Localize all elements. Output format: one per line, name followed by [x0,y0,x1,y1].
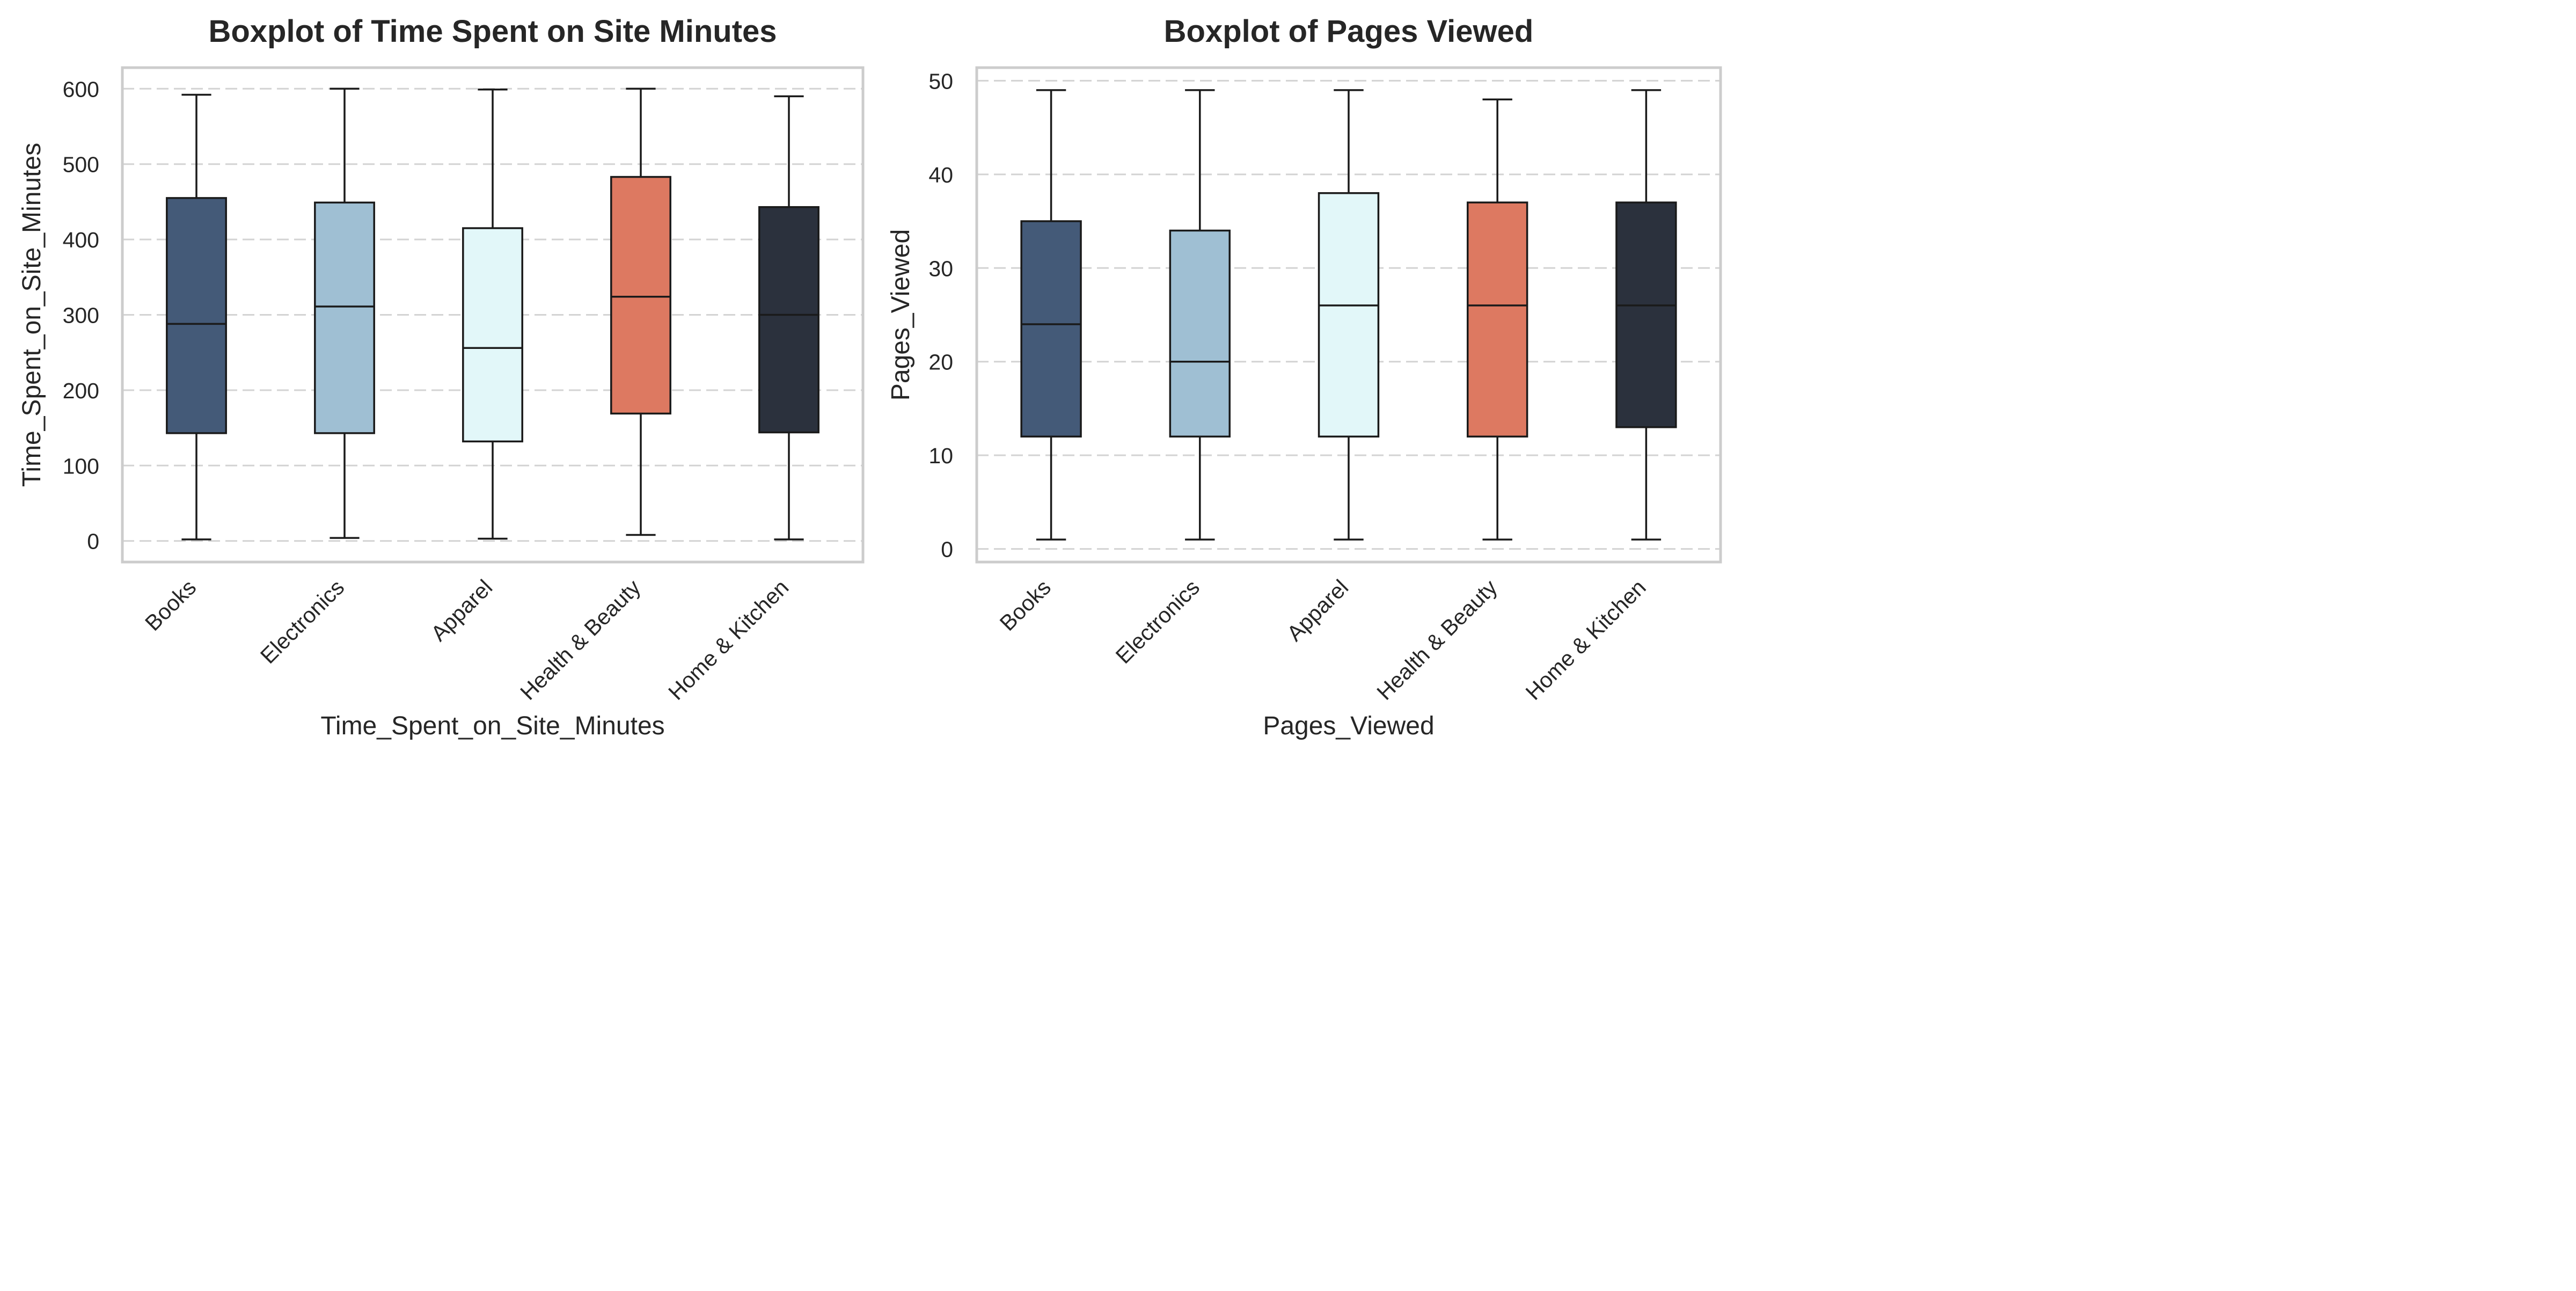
iqr-box [1169,229,1231,438]
y-tick-label: 200 [63,378,99,403]
x-axis-label: Pages_Viewed [1263,712,1434,740]
iqr-box [1020,220,1082,438]
x-tick-label: Home & Kitchen [663,575,793,705]
y-tick-label: 500 [63,152,99,177]
time-spent-boxplot-panel: Boxplot of Time Spent on Site Minutes 0 10… [18,14,865,740]
y-tick-label: 0 [87,529,99,554]
box-books [1020,89,1082,541]
iqr-box [166,197,227,434]
x-tick-label: Apparel [426,575,497,646]
x-tick-label: Electronics [1111,575,1204,668]
y-tick-label: 10 [928,443,953,468]
iqr-box [1615,201,1677,428]
iqr-box [758,206,819,434]
x-tick-label: Electronics [255,575,349,668]
iqr-box [462,227,523,443]
iqr-box [314,201,375,434]
iqr-box [1467,201,1528,438]
iqr-box [1318,192,1380,438]
box-books [166,93,227,541]
plot-frame [975,66,1722,564]
box-electronics [314,87,375,539]
y-axis-label: Time_Spent_on_Site_Minutes [18,143,46,487]
x-tick-label: Health & Beauty [515,574,645,704]
box-health-and-beauty [1467,98,1528,541]
y-tick-label: 300 [63,303,99,328]
y-axis-label: Pages_Viewed [887,229,915,400]
box-home-and-kitchen [1615,89,1677,541]
x-tick-label: Books [140,575,201,636]
box-electronics [1169,89,1231,541]
y-tick-label: 600 [63,77,99,101]
box-home-and-kitchen [758,95,819,541]
chart-title: Boxplot of Time Spent on Site Minutes [208,14,777,49]
x-tick-label: Apparel [1282,575,1353,646]
y-tick-label: 30 [928,256,953,281]
x-tick-label: Books [995,575,1056,636]
pages-viewed-boxplot-panel: Boxplot of Pages Viewed 0 10 20 30 40 50 Books E… [887,14,1722,740]
x-axis-label: Time_Spent_on_Site_Minutes [320,712,664,740]
y-tick-label: 400 [63,228,99,252]
plot-frame [121,66,865,564]
y-tick-label: 50 [928,69,953,93]
x-tick-label: Health & Beauty [1372,574,1502,704]
box-health-and-beauty [610,87,671,536]
iqr-box [610,176,671,415]
y-tick-label: 40 [928,163,953,187]
x-tick-label: Home & Kitchen [1521,575,1651,705]
y-tick-label: 100 [63,454,99,478]
box-apparel [1318,89,1380,541]
y-tick-label: 0 [941,537,953,562]
box-apparel [462,88,523,540]
y-tick-label: 20 [928,350,953,375]
chart-title: Boxplot of Pages Viewed [1164,14,1534,49]
